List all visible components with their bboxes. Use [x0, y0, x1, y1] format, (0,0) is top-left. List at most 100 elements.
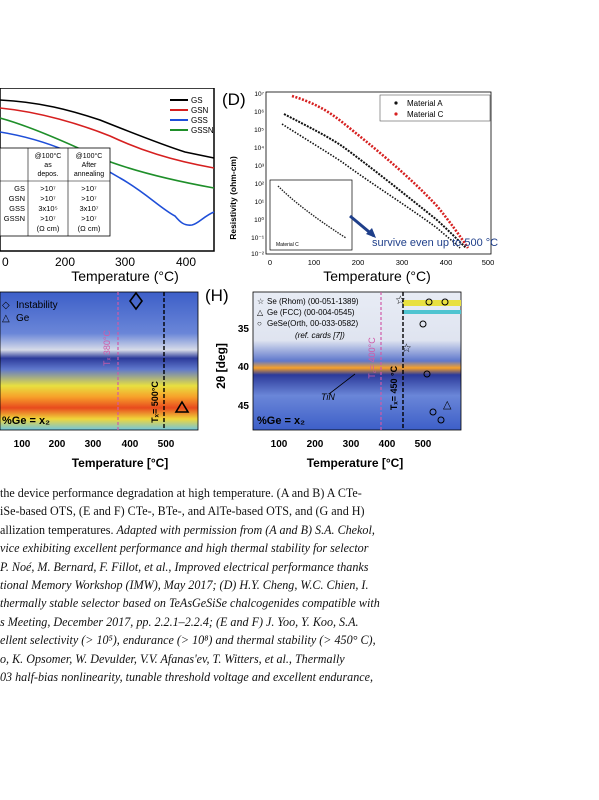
trace-material-a-2: [281, 123, 461, 249]
table-row-mat: GSS: [9, 204, 25, 213]
table-row-b: >10⁷: [81, 194, 97, 203]
panel-c-xaxis: 0 200 300 400 Temperature (°C): [2, 255, 196, 284]
x-tick: 400: [122, 439, 139, 450]
panel-g-xaxis: 100 200 300 400 500: [14, 439, 175, 450]
panel-tag: (H): [205, 286, 229, 305]
panel-d-legend: Material A Material C: [379, 94, 491, 122]
table-row-a: 3x10⁵: [38, 204, 57, 213]
legend-se: Se (Rhom) (00-051-1389): [267, 297, 359, 306]
legend-material-c: Material C: [407, 110, 444, 119]
star-marker: ☆: [395, 293, 406, 307]
panel-c-legend: GS GSN GSS GSSN: [170, 96, 214, 135]
legend-gsn: GSN: [191, 106, 209, 115]
table-row-a: >10⁷: [40, 184, 56, 193]
table-unit: (Ω cm): [37, 224, 60, 233]
heatmap-h: [252, 291, 462, 431]
y-label: Resistivity (ohm-cm): [228, 156, 238, 240]
ge-marker: [174, 400, 190, 413]
panel-d-inset: Material C: [269, 179, 353, 251]
table-row-b: 3x10⁷: [80, 204, 99, 213]
x-tick: 300: [396, 258, 409, 267]
caption-citation: Adapted with permission from (A and B) S…: [116, 522, 375, 537]
figure-caption: the device performance degradation at hi…: [0, 484, 520, 686]
tin-label: TiN: [321, 392, 335, 402]
x-tick: 200: [55, 255, 75, 269]
y-tick: 10⁷: [254, 91, 264, 98]
x-tick: 400: [379, 439, 396, 450]
caption-line: iSe-based OTS, (E and F) CTe-, BTe-, and…: [0, 504, 365, 519]
ref-note: (ref. cards [7]): [295, 331, 345, 340]
legend-material-a: Material A: [407, 99, 443, 108]
legend-gese: GeSe(Orth, 00-033-0582): [267, 319, 358, 328]
legend-ge: Ge (FCC) (00-004-0545): [267, 308, 355, 317]
ge-fraction-label: %Ge = x₂: [2, 415, 50, 427]
x-label: Temperature (°C): [323, 268, 431, 284]
panel-g-heatmap: Tₓ 380°C Tₓ= 500°C ◇ Instability △ Ge %G…: [0, 291, 199, 470]
panel-h-legend: ☆ Se (Rhom) (00-051-1389) △ Ge (FCC) (00…: [257, 297, 359, 340]
curve-gsn: [0, 107, 215, 169]
table-h2-c: annealing: [74, 171, 104, 178]
star-marker: ☆: [401, 341, 412, 355]
table-row-b: >10⁷: [81, 214, 97, 223]
curve-gs: [0, 99, 215, 159]
annotation-text: survive even up to 500 °C: [372, 237, 498, 249]
x-tick: 200: [352, 258, 365, 267]
pink-label: Tₓ 380°C: [102, 329, 112, 366]
x-tick: 500: [415, 439, 432, 450]
y-tick: 10⁶: [254, 109, 264, 116]
y-tick: 10⁴: [254, 145, 264, 152]
trace-material-c: [291, 94, 470, 249]
tc2-label: Tₓ= 450 °C: [389, 365, 399, 410]
table-h1-b: as: [44, 162, 52, 169]
legend-gssn: GSSN: [191, 126, 214, 135]
x-tick: 300: [115, 255, 135, 269]
caption-line: o, K. Opsomer, W. Devulder, V.V. Afanas'…: [0, 651, 345, 666]
circle-icon: ○: [257, 319, 262, 328]
y-tick: 45: [238, 401, 250, 412]
band-cyan: [403, 310, 461, 314]
y-tick: 10¹: [255, 199, 265, 206]
y-tick: 10⁻²: [251, 251, 265, 258]
x-tick: 0: [268, 258, 272, 267]
panel-c-table: @100°C as depos. @100°C After annealing …: [0, 147, 111, 237]
table-row-b: >10⁷: [81, 184, 97, 193]
table-h2-b: After: [82, 162, 97, 169]
star-icon: ☆: [257, 297, 264, 306]
x-label: Temperature (°C): [71, 268, 179, 284]
caption-line: thermally stable selector based on TeAsG…: [0, 596, 380, 611]
caption-line: 03 half-bias nonlinearity, tunable thres…: [0, 670, 374, 685]
x-tick: 300: [343, 439, 360, 450]
triangle-icon: △: [2, 313, 10, 324]
triangle-icon: △: [257, 308, 264, 317]
x-tick: 500: [482, 258, 495, 267]
y-tick: 10⁻¹: [251, 235, 265, 242]
panel-h-xaxis: 100 200 300 400 500: [271, 439, 432, 450]
x-label: Temperature [°C]: [72, 456, 169, 470]
legend-gss: GSS: [191, 116, 208, 125]
tin-pointer: [328, 373, 356, 395]
panel-c-chart: GS GSN GSS GSSN @100°C as depos. @100°C …: [0, 88, 215, 284]
caption-line: ellent selectivity (> 10⁵), endurance (>…: [0, 633, 376, 648]
x-tick: 100: [308, 258, 321, 267]
tc-label: Tₓ= 500°C: [150, 381, 160, 423]
x-tick: 300: [85, 439, 102, 450]
table-row-mat: GS: [14, 184, 25, 193]
table-h1-c: depos.: [37, 171, 58, 178]
legend-gs: GS: [191, 96, 203, 105]
x-label: Temperature [°C]: [307, 456, 404, 470]
table-h1-a: @100°C: [35, 152, 62, 160]
instability-marker: [129, 291, 143, 311]
panel-d-xaxis: 0 100 200 300 400 500: [268, 258, 494, 267]
table-row-a: >10⁷: [40, 214, 56, 223]
y-tick: 10²: [255, 181, 265, 188]
triangle-marker: △: [443, 399, 452, 411]
diamond-icon: ◇: [2, 300, 10, 311]
caption-line: allization temperatures. Adapted with pe…: [0, 521, 520, 539]
x-tick: 0: [2, 255, 9, 269]
x-tick: 400: [440, 258, 453, 267]
y-tick: 10⁰: [254, 216, 264, 224]
x-tick: 200: [49, 439, 66, 450]
panel-g-legend: ◇ Instability △ Ge: [2, 300, 58, 324]
legend-ge: Ge: [16, 313, 30, 324]
y-tick: 40: [238, 362, 250, 373]
